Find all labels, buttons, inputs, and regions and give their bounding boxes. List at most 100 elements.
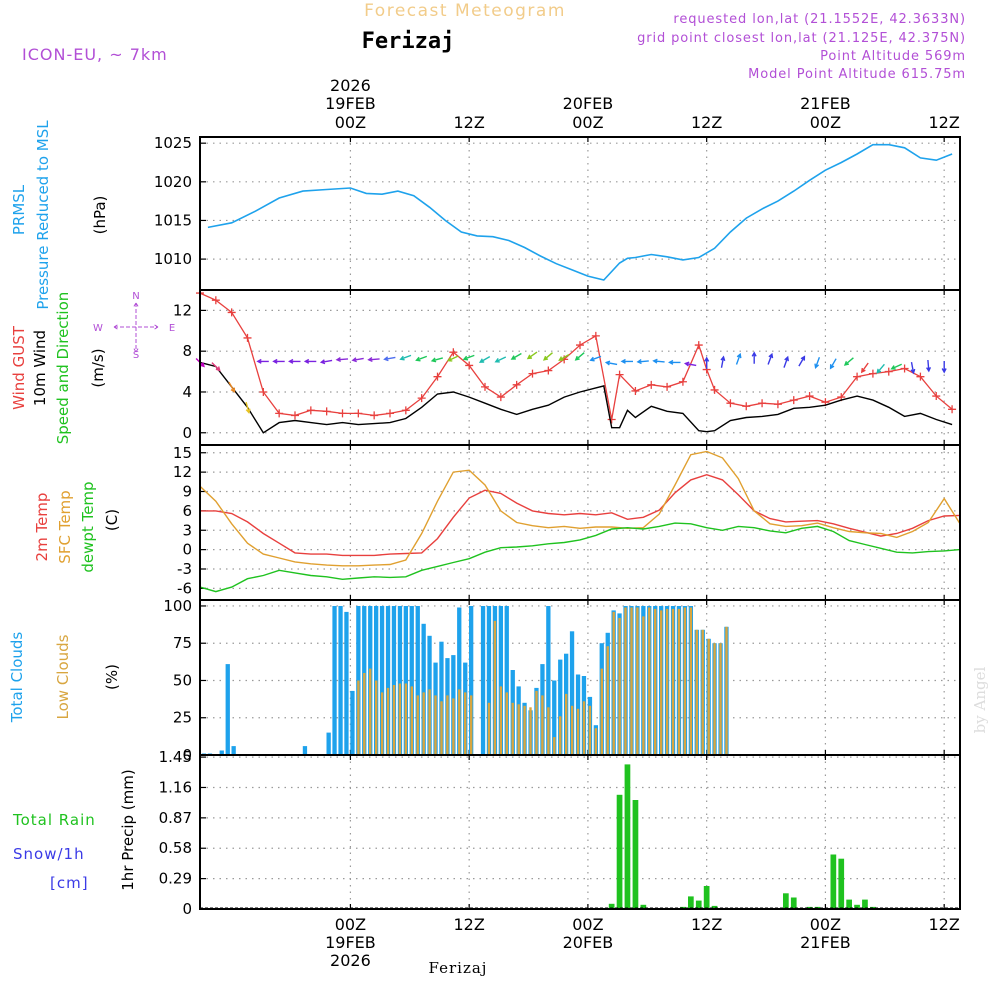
wind-barb [430,357,443,363]
low-cloud-bar [535,690,538,755]
precip-bar [854,904,860,909]
bottom-hour-label: 12Z [691,915,722,934]
low-cloud-bar [695,629,698,755]
low-cloud-bar [600,668,603,755]
precip-bar [838,858,845,909]
wind-gust-marker [678,377,687,386]
wind-gust-marker [512,380,521,389]
y-tick-label: 0 [182,541,192,559]
wind-gust-marker [726,399,735,408]
precip-bar [616,794,623,909]
low-cloud-bar [440,701,443,755]
wind-gust-marker [449,348,458,357]
low-cloud-bar [713,643,716,755]
wind-barb [478,355,491,363]
wind-gust-marker [631,386,640,395]
y-tick-label: 0 [182,746,192,764]
precip-bar [703,886,710,909]
wind-10m-label: 10m Wind [31,330,49,406]
wind-gust-marker [481,382,489,391]
temp-2m-label: 2m Temp [33,493,51,562]
total-cloud-bar [486,606,492,755]
low-cloud-bar [642,616,645,755]
low-cloud-bar [529,707,532,755]
total-cloud-bar [225,664,230,755]
side-labels: PRMSL Pressure Reduced to MSL (hPa) Wind GU… [8,120,175,892]
wind-barb [367,357,380,363]
bottom-date-label: 21FEB [800,933,851,952]
y-tick-label: 100 [163,597,192,615]
y-tick-label: 3 [182,521,192,539]
wind-barb [704,356,710,369]
low-cloud-bar [458,689,461,755]
low-cloud-bar [416,695,419,755]
top-hour-label: 12Z [691,113,722,132]
low-cloud-bar [719,643,722,755]
wind-barb [510,352,522,360]
pressure-line [207,143,953,281]
total-cloud-bar [415,606,420,755]
precip-bar [608,903,615,909]
precip-bar [695,900,702,909]
low-cloud-bar [434,695,437,755]
compass-west: W [93,323,103,334]
wind-barb [494,356,507,363]
wind-barb [446,355,459,362]
total-cloud-bar [332,606,337,755]
low-cloud-bar [624,607,627,755]
wind-barb [720,355,726,368]
wind-barb [798,355,806,367]
wind-gust-marker [948,405,957,414]
bottom-year-label: 2026 [330,951,371,970]
wind-barb [604,360,618,366]
wind-gust-marker [322,407,331,416]
wind-barb [767,352,774,365]
precip-unit-label: 1hr Precip (mm) [119,769,137,890]
wind-gust-marker [868,369,877,378]
low-cloud-bar [363,673,366,755]
top-date-label: 21FEB [800,94,851,113]
wind-gust-marker [694,341,703,350]
compass-south: S [133,350,139,361]
wind-barb [211,362,221,372]
low-cloud-bar [707,638,710,756]
precip-bar [688,896,694,909]
wind-gust-marker [370,411,379,420]
wind-barb [941,361,947,374]
wind-gust-marker [338,409,347,418]
wind-barb [860,362,869,374]
low-cloud-bar [505,692,508,755]
wind-gust-marker [528,369,537,378]
wind-barb [751,351,757,364]
wind-gust-marker [615,370,624,379]
temp-dewpt-label: dewpt Temp [79,481,97,572]
clouds-low-label: Low Clouds [54,634,72,719]
bottom-hour-label: 00Z [810,915,841,934]
y-tick-label: 1010 [154,250,192,268]
low-cloud-bar [606,646,609,755]
wind-barb [783,355,789,368]
wind-barb [526,351,538,360]
footer-city: Ferizaj [429,959,488,977]
wind-barb [668,359,681,365]
total-cloud-bar [552,680,557,755]
y-tick-label: 0.87 [159,809,192,827]
y-tick-label: 12 [173,463,192,481]
model-name: ICON-EU, ~ 7km [22,45,168,64]
y-tick-label: 1.16 [159,778,192,796]
wind-gust-marker [211,296,220,305]
wind-gust-marker [243,333,252,342]
wind-gust-marker [433,372,442,381]
low-cloud-bar [553,737,556,755]
requested-coordinates: requested lon,lat (21.1552E, 42.3633N) [673,12,966,27]
y-tick-label: 50 [173,671,192,689]
total-cloud-bar [403,606,408,755]
wind-barb [829,358,837,370]
wind-gust-marker [354,409,363,418]
wind-gust-marker [773,400,782,409]
chart-title: Forecast Meteogram [364,1,566,21]
bottom-hour-label: 12Z [454,915,485,934]
clouds-total-label: Total Clouds [8,632,26,724]
low-cloud-bar [665,608,669,755]
